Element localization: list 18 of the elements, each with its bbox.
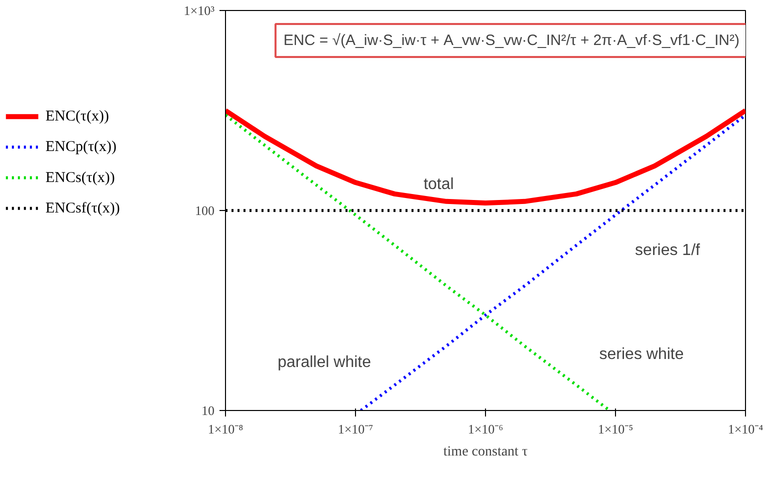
annotation: series 1/f — [635, 242, 701, 259]
y-tick-label: 10 — [202, 403, 214, 418]
x-tick-label: 1×10⁻⁴ — [728, 422, 764, 436]
annotation: series white — [599, 346, 684, 363]
y-tick-label: 1×10³ — [184, 3, 215, 18]
x-tick-label: 1×10⁻⁸ — [208, 422, 244, 436]
x-axis-title: time constant τ — [443, 444, 528, 460]
x-tick-label: 1×10⁻⁶ — [468, 422, 504, 436]
legend-label: ENC(τ(x)) — [46, 108, 110, 125]
legend-label: ENCs(τ(x)) — [46, 170, 115, 186]
annotation: ENC = √(A_iw·S_iw·τ + A_vw·S_vw·C_IN²/τ + 2π·A_vf·S_vf1·C_IN²) — [284, 32, 740, 49]
y-tick-label: 100 — [195, 203, 214, 218]
x-tick-label: 1×10⁻⁷ — [338, 422, 374, 436]
legend-label: ENCsf(τ(x)) — [46, 200, 120, 216]
annotation: parallel white — [278, 354, 372, 371]
legend-label: ENCp(τ(x)) — [46, 139, 117, 156]
x-tick-label: 1×10⁻⁵ — [598, 422, 634, 436]
annotation: total — [424, 176, 454, 193]
